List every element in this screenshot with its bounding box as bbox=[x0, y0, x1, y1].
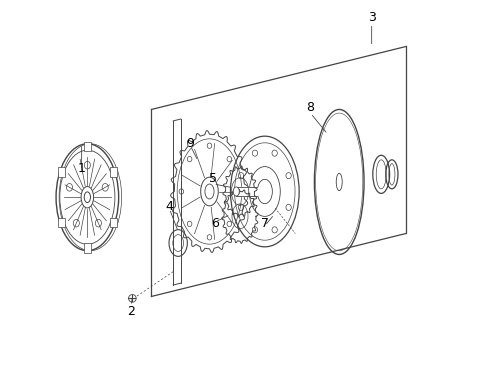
Bar bbox=[109, 167, 117, 177]
Text: 3: 3 bbox=[368, 11, 375, 25]
Bar bbox=[84, 142, 91, 151]
Text: 7: 7 bbox=[261, 218, 269, 231]
Text: 2: 2 bbox=[127, 305, 135, 318]
Ellipse shape bbox=[233, 187, 240, 196]
Bar bbox=[109, 218, 117, 228]
Text: 8: 8 bbox=[307, 101, 314, 114]
Bar bbox=[58, 167, 65, 177]
Text: 5: 5 bbox=[209, 172, 217, 185]
Text: 6: 6 bbox=[211, 218, 219, 231]
Text: 4: 4 bbox=[166, 200, 173, 213]
Bar bbox=[84, 243, 91, 253]
Text: 9: 9 bbox=[186, 137, 194, 150]
Bar bbox=[58, 218, 65, 228]
Text: 1: 1 bbox=[78, 162, 85, 175]
